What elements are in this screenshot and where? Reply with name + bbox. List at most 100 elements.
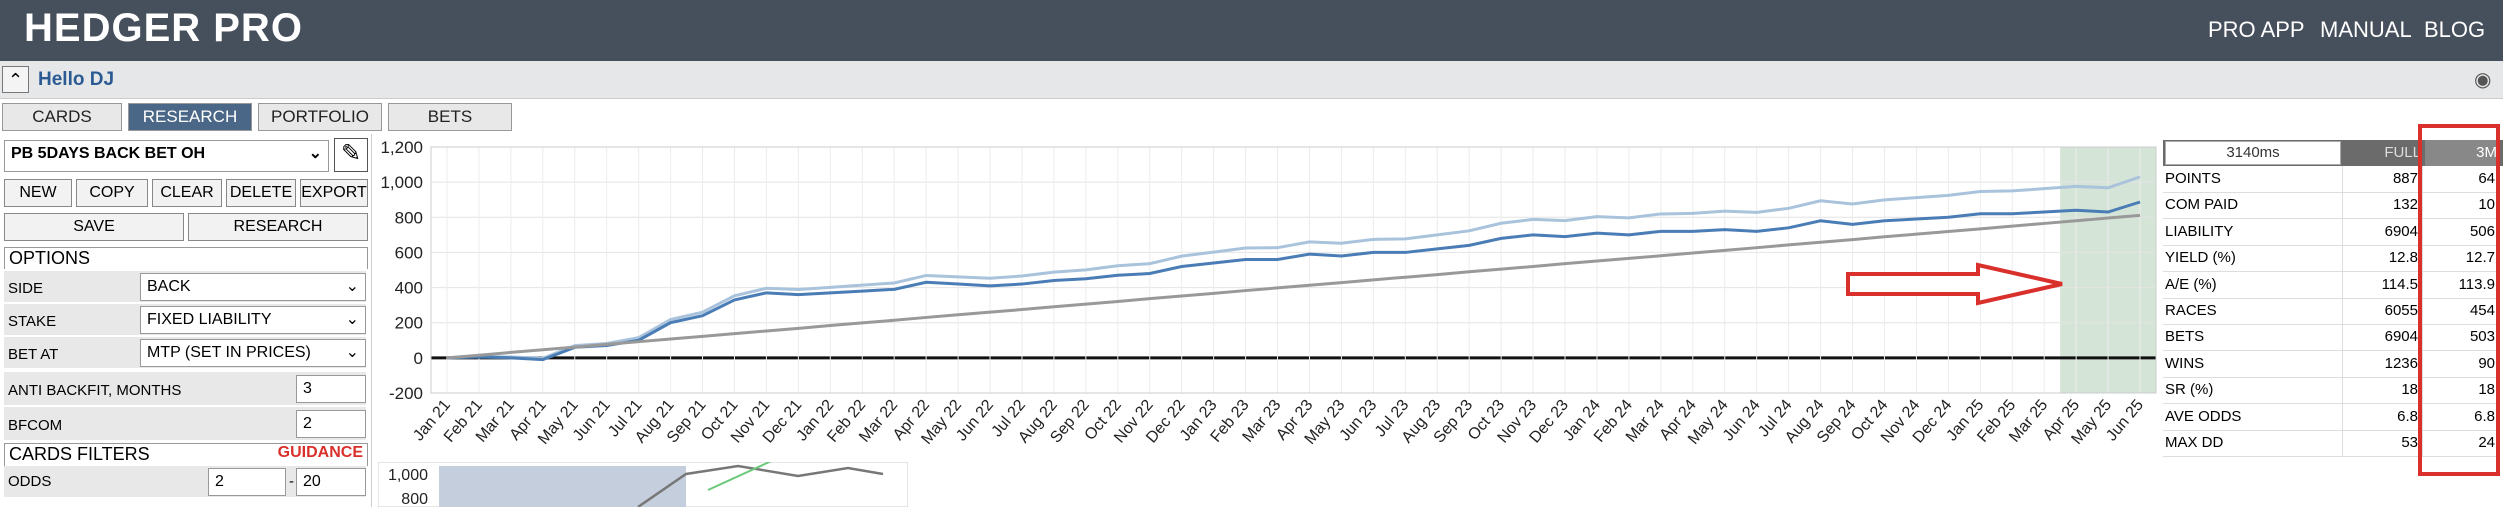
cell-3m: 113.9 bbox=[2423, 272, 2499, 299]
section-title: OPTIONS bbox=[4, 247, 368, 269]
option-row: BET AT MTP (SET IN PRICES) ⌄ bbox=[4, 337, 366, 369]
cell-3m: 454 bbox=[2423, 298, 2499, 325]
select[interactable]: BACK ⌄ bbox=[140, 273, 366, 301]
row-label: POINTS bbox=[2163, 166, 2343, 193]
mini-region bbox=[439, 466, 686, 507]
cell-full: 114.5 bbox=[2343, 271, 2423, 299]
y-tick-label: 1,000 bbox=[388, 467, 428, 484]
guidance-link[interactable]: GUIDANCE bbox=[277, 444, 363, 461]
brand: HEDGER PRO bbox=[24, 6, 303, 50]
cell-full: 6055 bbox=[2343, 298, 2423, 325]
row-label: YIELD (%) bbox=[2163, 245, 2343, 273]
strategy-select[interactable]: PB 5DAYS BACK BET OH ⌄ bbox=[4, 140, 329, 172]
label: BFCOM bbox=[8, 417, 63, 434]
cell-full: 132 bbox=[2343, 192, 2423, 220]
timer: 3140ms bbox=[2165, 141, 2341, 165]
cell-3m: 24 bbox=[2423, 430, 2499, 457]
select-value: FIXED LIABILITY bbox=[147, 311, 272, 328]
input[interactable]: 2 bbox=[296, 410, 366, 438]
input[interactable]: 2 bbox=[208, 468, 286, 496]
mini-line bbox=[707, 462, 772, 491]
cell-3m: 503 bbox=[2423, 324, 2499, 352]
input[interactable]: 20 bbox=[296, 468, 366, 496]
y-tick-label: 0 bbox=[414, 349, 423, 368]
button[interactable]: DELETE bbox=[226, 179, 296, 207]
greeting-bar: ⌃ Hello DJ ◉ bbox=[0, 61, 2503, 99]
timer-value: 3140ms bbox=[2226, 144, 2280, 161]
column-header: 3M bbox=[2425, 140, 2497, 166]
button[interactable]: SAVE bbox=[4, 213, 184, 241]
cell-full: 6904 bbox=[2343, 218, 2423, 246]
eye-icon[interactable]: ◉ bbox=[2474, 69, 2492, 91]
cell-full: 1236 bbox=[2343, 350, 2423, 378]
chevron: ⌄ bbox=[345, 311, 359, 328]
label: BET AT bbox=[8, 346, 59, 363]
plot-frame bbox=[430, 146, 2157, 394]
button[interactable]: CLEAR bbox=[152, 179, 222, 207]
y-tick-label: 800 bbox=[401, 491, 428, 507]
nav-link[interactable]: BLOG bbox=[2424, 17, 2486, 42]
option-row: STAKE FIXED LIABILITY ⌄ bbox=[4, 304, 366, 336]
cell-full: 6904 bbox=[2343, 324, 2423, 352]
cell-full: 6.8 bbox=[2343, 403, 2423, 431]
row-label: AVE ODDS bbox=[2163, 403, 2343, 431]
tab[interactable]: RESEARCH bbox=[128, 103, 252, 131]
cell-3m: 90 bbox=[2423, 351, 2499, 378]
cell-full: 53 bbox=[2343, 430, 2423, 457]
input[interactable]: 3 bbox=[296, 375, 366, 403]
series-line bbox=[446, 175, 2141, 360]
series-line bbox=[446, 213, 2141, 360]
strategy: PB 5DAYS BACK BET OH bbox=[11, 145, 206, 162]
select-value: MTP (SET IN PRICES) bbox=[147, 344, 311, 361]
input-row: BFCOM 2 bbox=[4, 407, 366, 441]
tab[interactable]: PORTFOLIO bbox=[258, 103, 382, 131]
table-header: 3140ms FULL 3M bbox=[2163, 140, 2503, 166]
label: ODDS bbox=[8, 473, 52, 490]
row-label: SR (%) bbox=[2163, 377, 2343, 405]
highlight-box bbox=[2418, 124, 2500, 476]
cell-3m: 506 bbox=[2423, 219, 2499, 246]
nav-link[interactable]: MANUAL bbox=[2320, 17, 2412, 42]
y-tick-label: 1,000 bbox=[380, 173, 423, 192]
y-tick-label: 1,200 bbox=[380, 138, 423, 157]
row-label: MAX DD bbox=[2163, 430, 2343, 457]
row-label: BETS bbox=[2163, 324, 2343, 352]
cell-3m: 64 bbox=[2423, 166, 2499, 193]
label: ANTI BACKFIT, MONTHS bbox=[8, 382, 182, 399]
annotation-arrow bbox=[1846, 262, 2063, 306]
mini-line bbox=[637, 464, 884, 507]
nav-link[interactable]: PRO APP bbox=[2208, 17, 2305, 42]
select[interactable]: FIXED LIABILITY ⌄ bbox=[140, 306, 366, 334]
y-tick-label: 600 bbox=[395, 243, 423, 262]
greeting: Hello DJ bbox=[38, 69, 115, 90]
cell-3m: 10 bbox=[2423, 192, 2499, 220]
collapse-button[interactable]: ⌃ bbox=[2, 66, 29, 93]
row-label: RACES bbox=[2163, 298, 2343, 325]
cell-full: 18 bbox=[2343, 377, 2423, 405]
stats-table: 3140ms FULL 3M POINTS 887 64 COM PAID 132 10 LIAB… bbox=[2163, 140, 2503, 460]
tab[interactable]: BETS bbox=[388, 103, 512, 131]
select-value: BACK bbox=[147, 278, 191, 295]
tab[interactable]: CARDS bbox=[2, 103, 122, 131]
column-header: FULL bbox=[2384, 144, 2421, 161]
row-label: A/E (%) bbox=[2163, 271, 2343, 299]
cell-3m: 12.7 bbox=[2423, 245, 2499, 273]
button[interactable]: NEW bbox=[4, 179, 72, 207]
chevron: ⌄ bbox=[345, 278, 359, 295]
row-label: LIABILITY bbox=[2163, 218, 2343, 246]
input-row: ANTI BACKFIT, MONTHS 3 bbox=[4, 372, 366, 406]
edit-icon[interactable]: ✎ bbox=[334, 138, 368, 172]
y-tick-label: 200 bbox=[395, 314, 423, 333]
cell-full: 887 bbox=[2343, 166, 2423, 193]
top-bar: HEDGER PRO PRO APP MANUAL BLOG bbox=[0, 0, 2503, 61]
button[interactable]: EXPORT bbox=[300, 179, 368, 207]
button[interactable]: RESEARCH bbox=[188, 213, 368, 241]
odds-row: ODDS 2 - 20 bbox=[4, 466, 366, 498]
select[interactable]: MTP (SET IN PRICES) ⌄ bbox=[140, 339, 366, 367]
button[interactable]: COPY bbox=[76, 179, 148, 207]
series-line bbox=[446, 200, 2141, 362]
y-tick-label: 800 bbox=[395, 208, 423, 227]
y-tick-label: -200 bbox=[389, 384, 423, 403]
mini-chart: 1,000 800 bbox=[378, 462, 908, 507]
